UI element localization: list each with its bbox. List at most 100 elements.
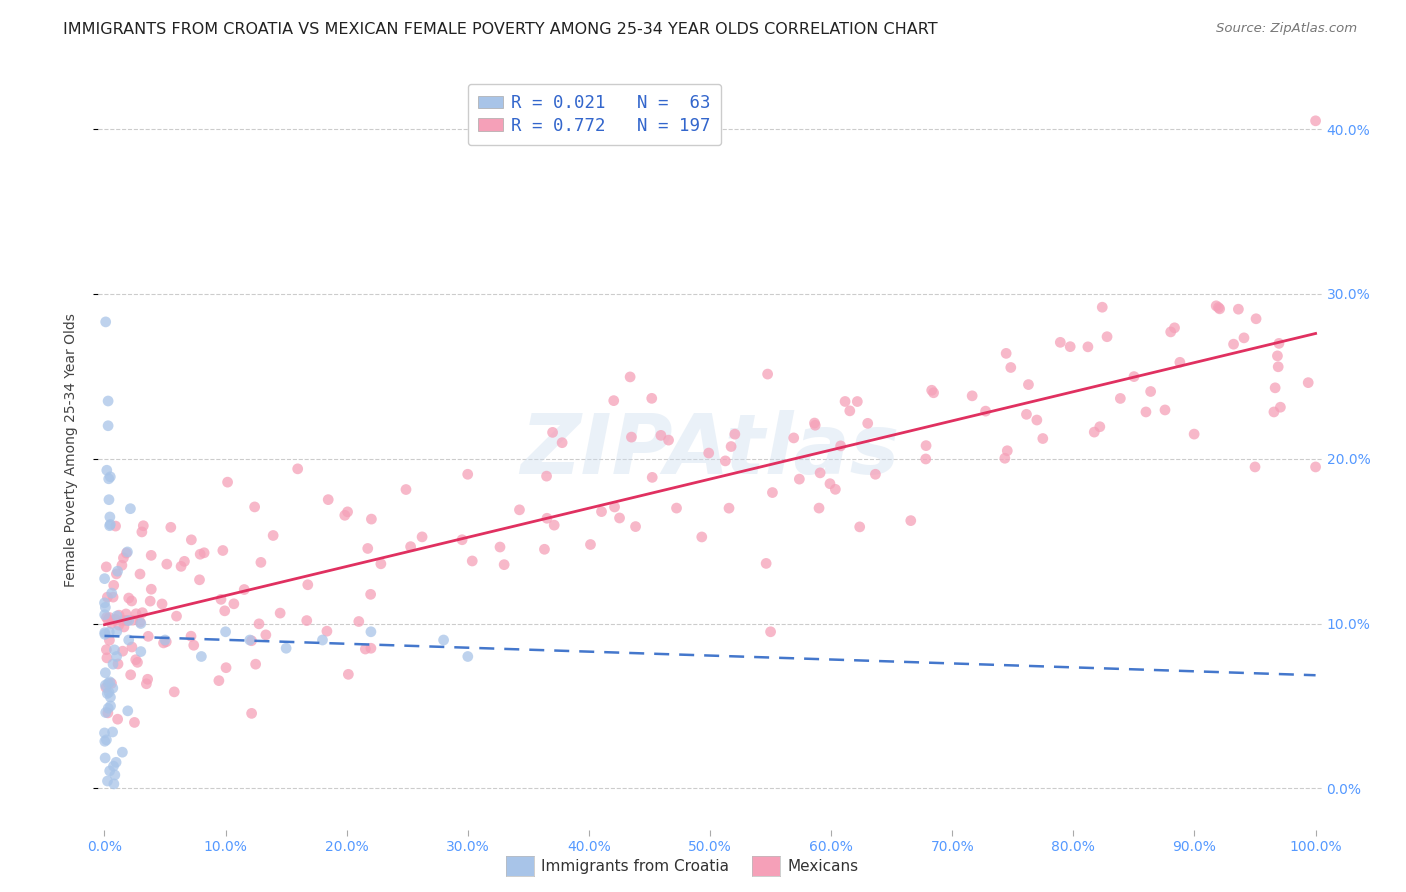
Point — [98, 518, 121, 533]
Point — [124, 715, 146, 730]
Point — [103, 759, 125, 773]
Point — [120, 501, 142, 516]
Point — [995, 346, 1018, 360]
Point — [1163, 321, 1185, 335]
Point — [129, 616, 152, 631]
Point — [1222, 337, 1244, 351]
Point — [921, 384, 943, 398]
Point — [105, 566, 128, 581]
Point — [222, 597, 245, 611]
Point — [94, 627, 117, 641]
Point — [1091, 300, 1114, 314]
Point — [724, 427, 747, 442]
Point — [1077, 340, 1099, 354]
Point — [533, 542, 555, 557]
Point — [163, 685, 186, 699]
Point — [995, 443, 1018, 458]
Point — [1182, 427, 1205, 442]
Point — [94, 665, 117, 680]
Point — [536, 469, 558, 483]
Point — [974, 404, 997, 418]
Point — [97, 492, 120, 507]
Point — [97, 613, 120, 627]
Point — [155, 634, 177, 648]
Point — [541, 425, 564, 440]
Text: Mexicans: Mexicans — [787, 859, 859, 873]
Point — [830, 439, 852, 453]
Point — [112, 620, 135, 634]
Point — [135, 677, 157, 691]
Point — [125, 653, 148, 667]
Point — [101, 590, 124, 604]
Point — [641, 392, 664, 406]
Point — [96, 732, 118, 747]
Point — [1160, 325, 1182, 339]
Point — [105, 649, 128, 664]
Point — [1017, 377, 1039, 392]
Point — [112, 550, 135, 565]
Point — [131, 606, 153, 620]
Point — [347, 615, 370, 629]
Point — [824, 483, 846, 497]
Point — [100, 698, 122, 713]
Point — [994, 451, 1017, 466]
Point — [104, 519, 127, 533]
Point — [93, 625, 115, 640]
Point — [657, 433, 679, 447]
Point — [1296, 376, 1319, 390]
Point — [1168, 355, 1191, 369]
Point — [360, 641, 382, 656]
Point — [1208, 301, 1230, 315]
Point — [838, 404, 860, 418]
Point — [508, 503, 530, 517]
Point — [136, 673, 159, 687]
Point — [166, 609, 188, 624]
Point — [107, 712, 129, 726]
Point — [1305, 113, 1327, 128]
Point — [98, 674, 121, 689]
Point — [101, 657, 124, 672]
Point — [111, 558, 134, 573]
Point — [370, 557, 392, 571]
Point — [105, 624, 128, 639]
Point — [1244, 311, 1267, 326]
Point — [432, 633, 454, 648]
Point — [399, 540, 422, 554]
Point — [759, 624, 782, 639]
Point — [250, 555, 273, 569]
Point — [834, 394, 856, 409]
Point — [98, 517, 121, 532]
Point — [96, 642, 118, 657]
Point — [214, 604, 236, 618]
Point — [98, 470, 121, 484]
Point — [97, 418, 120, 433]
Point — [697, 446, 720, 460]
Point — [641, 470, 664, 484]
Point — [105, 756, 128, 770]
Point — [103, 643, 125, 657]
Point — [94, 678, 117, 692]
Point — [97, 472, 120, 486]
Point — [97, 701, 120, 715]
Point — [543, 518, 565, 533]
Point — [360, 624, 382, 639]
Point — [297, 578, 319, 592]
Point — [115, 607, 138, 621]
Point — [93, 596, 115, 610]
Point — [94, 600, 117, 615]
Point — [536, 511, 558, 525]
Point — [100, 676, 122, 690]
Point — [107, 657, 129, 671]
Point — [591, 505, 613, 519]
Point — [96, 774, 118, 789]
Point — [316, 492, 339, 507]
Point — [247, 616, 270, 631]
Point — [714, 454, 737, 468]
Point — [150, 597, 173, 611]
Point — [190, 649, 212, 664]
Point — [243, 500, 266, 514]
Point — [1205, 299, 1227, 313]
Point — [101, 725, 124, 739]
Point — [609, 511, 631, 525]
Point — [211, 543, 233, 558]
